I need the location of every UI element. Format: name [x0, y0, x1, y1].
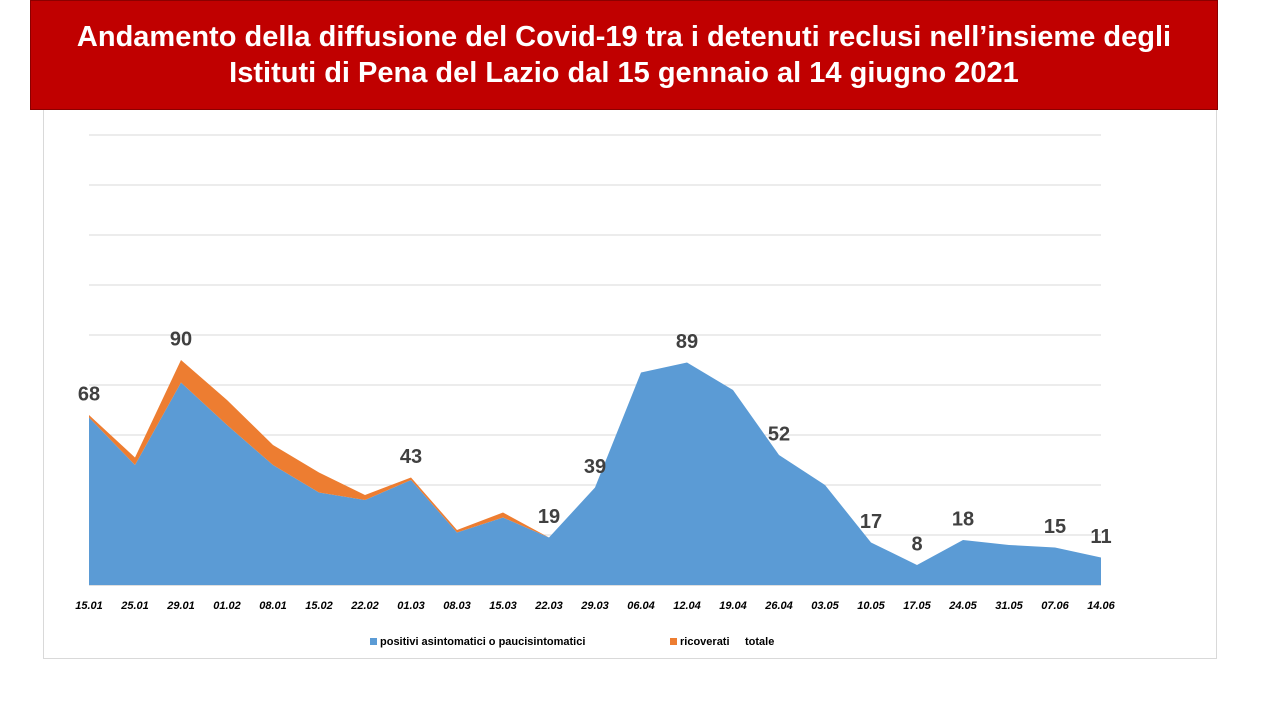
- legend-swatch: [370, 638, 377, 645]
- x-tick-label: 22.02: [350, 600, 379, 612]
- x-tick-label: 08.03: [443, 600, 471, 612]
- data-label: 39: [584, 456, 606, 478]
- x-tick-label: 19.04: [719, 600, 747, 612]
- area: [89, 360, 1101, 565]
- data-label: 17: [860, 511, 882, 533]
- chart-title: Andamento della diffusione del Covid-19 …: [76, 21, 1172, 89]
- data-label: 52: [768, 423, 790, 445]
- data-label: 15: [1044, 516, 1066, 538]
- data-label: 90: [170, 328, 192, 350]
- legend-label: positivi asintomatici o paucisintomatici: [380, 636, 585, 648]
- x-tick-label: 15.02: [305, 600, 333, 612]
- legend-label: totale: [745, 636, 774, 648]
- x-tick-label: 03.05: [811, 600, 839, 612]
- x-tick-label: 22.03: [534, 600, 563, 612]
- x-tick-label: 31.05: [995, 600, 1023, 612]
- legend-label: ricoverati: [680, 636, 730, 648]
- chart-frame: [43, 110, 1217, 659]
- data-label: 8: [911, 533, 922, 555]
- x-tick-label: 29.03: [580, 600, 609, 612]
- x-tick-label: 07.06: [1041, 600, 1069, 612]
- x-tick-label: 26.04: [764, 600, 793, 612]
- header: Andamento della diffusione del Covid-19 …: [30, 0, 1218, 110]
- area: [89, 362, 1101, 585]
- x-tick-label: 01.02: [213, 600, 241, 612]
- data-label: 18: [952, 508, 974, 530]
- x-tick-label: 25.01: [120, 600, 149, 612]
- x-tick-label: 06.04: [627, 600, 655, 612]
- x-tick-label: 01.03: [397, 600, 425, 612]
- x-tick-label: 29.01: [166, 600, 195, 612]
- x-tick-label: 12.04: [673, 600, 701, 612]
- x-tick-label: 10.05: [857, 600, 885, 612]
- x-tick-label: 24.05: [948, 600, 977, 612]
- x-tick-label: 17.05: [903, 600, 931, 612]
- data-label: 68: [78, 383, 100, 405]
- data-label: 89: [676, 331, 698, 353]
- x-tick-label: 08.01: [259, 600, 287, 612]
- data-label: 43: [400, 446, 422, 468]
- x-tick-label: 14.06: [1087, 600, 1115, 612]
- data-label: 11: [1090, 526, 1111, 548]
- x-tick-label: 15.01: [75, 600, 103, 612]
- data-label: 19: [538, 506, 560, 528]
- legend-swatch: [670, 638, 677, 645]
- x-tick-label: 15.03: [489, 600, 517, 612]
